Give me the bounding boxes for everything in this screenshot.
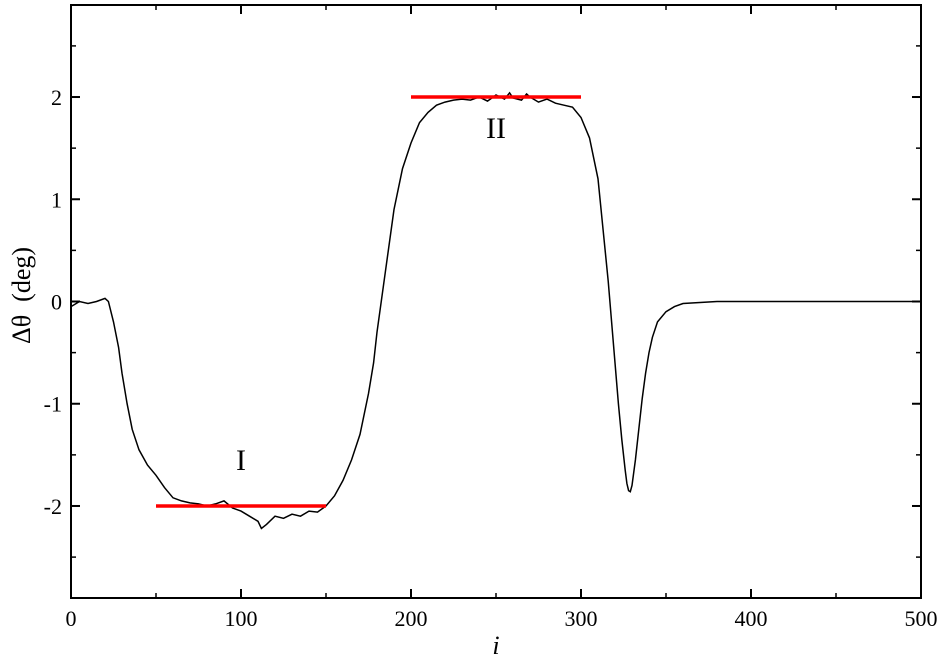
x-tick-label: 0 [66, 606, 77, 631]
y-tick-label: 0 [51, 290, 62, 315]
x-tick-label: 200 [395, 606, 428, 631]
annotation-0: I [236, 444, 246, 477]
y-tick-label: -1 [44, 392, 62, 417]
annotation-1: II [486, 112, 506, 145]
series-line-0 [70, 91, 921, 530]
x-tick-label: 400 [735, 606, 768, 631]
x-tick-label: 300 [565, 606, 598, 631]
x-tick-label: 100 [225, 606, 258, 631]
y-tick-label: -2 [44, 494, 62, 519]
y-axis-label: Δθ (deg) [7, 247, 36, 344]
x-tick-label: 500 [905, 606, 938, 631]
axis-ticks: 0 100 200 300 400 500 -2 -1 0 1 2 [44, 5, 938, 631]
y-tick-label: 1 [51, 187, 62, 212]
y-tick-label: 2 [51, 85, 62, 110]
x-axis-label: i [492, 631, 499, 660]
plot-marks: III [70, 91, 921, 530]
